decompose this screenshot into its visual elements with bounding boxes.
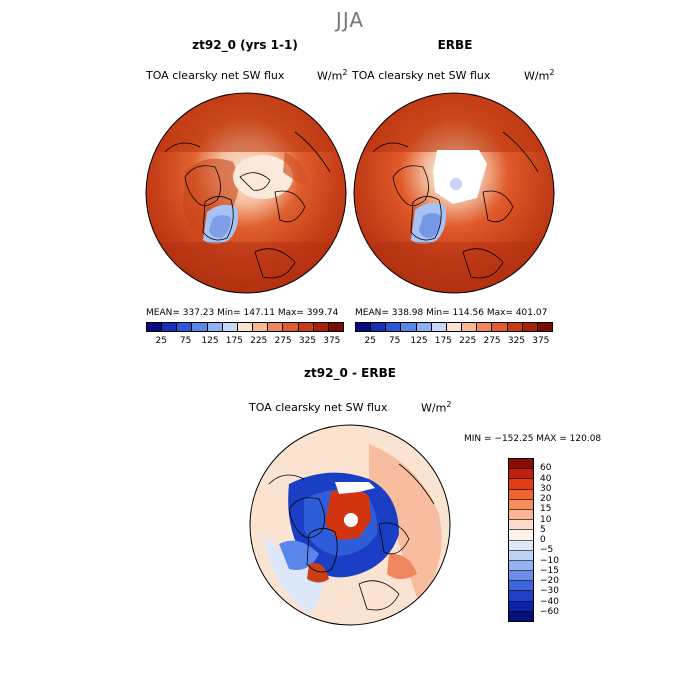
colorbar-tick-label: 375 <box>532 336 550 346</box>
colorbar-tick-label: 175 <box>225 336 243 346</box>
colorbar-swatch <box>328 323 344 331</box>
colorbar-swatch <box>509 601 533 612</box>
colorbar-swatch <box>509 540 533 551</box>
diff-units-label: W/m2 <box>421 400 452 415</box>
colorbar-swatch <box>431 323 447 331</box>
colorbar-tick-label: 75 <box>179 336 192 346</box>
colorbar-swatch <box>222 323 238 331</box>
colorbar-swatch <box>416 323 432 331</box>
colorbar-swatch <box>401 323 417 331</box>
diff-panel-title: zt92_0 - ERBE <box>304 366 396 380</box>
colorbar-swatch <box>477 323 493 331</box>
diff-minmax: MIN = −152.25 MAX = 120.08 <box>464 434 602 444</box>
colorbar-swatch <box>537 323 553 331</box>
season-title: JJA <box>335 8 365 32</box>
diff-colorbar <box>508 458 534 622</box>
colorbar-tick-label: 125 <box>201 336 219 346</box>
colorbar-tick-label: 5 <box>540 524 546 535</box>
obs-units-label: W/m2 <box>524 68 555 83</box>
colorbar-swatch <box>509 571 533 582</box>
colorbar-swatch <box>509 591 533 602</box>
colorbar-swatch <box>509 479 533 490</box>
model-field-label: TOA clearsky net SW flux <box>146 69 285 82</box>
colorbar-swatch <box>371 323 387 331</box>
colorbar-swatch <box>509 560 533 572</box>
colorbar-swatch <box>162 323 178 331</box>
colorbar-swatch <box>298 323 314 331</box>
colorbar-swatch <box>462 323 478 331</box>
colorbar-swatch <box>509 459 533 470</box>
obs-field-label: TOA clearsky net SW flux <box>352 69 491 82</box>
colorbar-swatch <box>509 550 533 561</box>
colorbar-swatch <box>509 469 533 480</box>
colorbar-tick-label: −60 <box>540 606 559 617</box>
colorbar-tick-label: 25 <box>155 336 167 346</box>
model-panel-title: zt92_0 (yrs 1-1) <box>192 38 298 52</box>
colorbar-swatch <box>192 323 208 331</box>
colorbar-tick-label: 25 <box>364 336 376 346</box>
colorbar-swatch <box>386 323 402 331</box>
colorbar-tick-label: 275 <box>483 336 501 346</box>
colorbar-tick-label: −20 <box>540 576 559 586</box>
colorbar-swatch <box>509 520 533 531</box>
colorbar-tick-label: 275 <box>274 336 292 346</box>
colorbar-tick-label: −40 <box>540 596 559 607</box>
colorbar-tick-label: −30 <box>540 586 559 597</box>
obs-panel-title: ERBE <box>437 38 473 52</box>
obs-colorbar <box>355 322 553 332</box>
colorbar-swatch <box>237 323 254 331</box>
colorbar-swatch <box>446 323 463 331</box>
colorbar-swatch <box>268 323 284 331</box>
colorbar-swatch <box>509 581 533 592</box>
colorbar-tick-label: 40 <box>540 473 552 484</box>
diff-field-label: TOA clearsky net SW flux <box>249 401 388 414</box>
model-polar-map <box>145 92 347 294</box>
colorbar-swatch <box>492 323 508 331</box>
model-stats: MEAN= 337.23 Min= 147.11 Max= 399.74 <box>146 308 339 318</box>
colorbar-tick-label: 20 <box>540 494 552 504</box>
colorbar-tick-label: 0 <box>540 535 546 545</box>
obs-stats: MEAN= 338.98 Min= 114.56 Max= 401.07 <box>355 308 548 318</box>
colorbar-swatch <box>313 323 329 331</box>
colorbar-swatch <box>177 323 193 331</box>
colorbar-tick-label: −5 <box>540 545 554 556</box>
colorbar-tick-label: 10 <box>540 514 552 525</box>
diff-polar-map <box>249 424 451 626</box>
colorbar-swatch <box>253 323 269 331</box>
colorbar-tick-label: 15 <box>540 504 552 515</box>
colorbar-swatch <box>507 323 523 331</box>
colorbar-tick-label: 225 <box>459 336 477 346</box>
colorbar-tick-label: 325 <box>298 336 317 346</box>
colorbar-swatch <box>509 499 533 510</box>
colorbar-tick-label: 175 <box>434 336 452 346</box>
colorbar-tick-label: 125 <box>410 336 428 346</box>
colorbar-tick-label: 30 <box>540 483 552 494</box>
colorbar-tick-label: 225 <box>250 336 268 346</box>
colorbar-swatch <box>147 323 163 331</box>
colorbar-swatch <box>522 323 538 331</box>
colorbar-swatch <box>509 530 533 541</box>
colorbar-tick-label: 75 <box>388 336 401 346</box>
colorbar-tick-label: −15 <box>540 565 559 576</box>
colorbar-swatch <box>509 509 533 521</box>
colorbar-swatch <box>283 323 299 331</box>
model-colorbar-ticks: 25 75 125 175 225 275 325 375 <box>146 336 344 348</box>
colorbar-tick-label: 325 <box>507 336 526 346</box>
colorbar-tick-label: −10 <box>540 555 559 566</box>
model-units-label: W/m2 <box>317 68 348 83</box>
colorbar-swatch <box>207 323 223 331</box>
model-colorbar <box>146 322 344 332</box>
colorbar-swatch <box>356 323 372 331</box>
colorbar-tick-label: 60 <box>540 463 552 474</box>
colorbar-tick-label: 375 <box>323 336 341 346</box>
colorbar-swatch <box>509 489 533 500</box>
obs-polar-map <box>353 92 555 294</box>
colorbar-swatch <box>509 611 533 621</box>
obs-colorbar-ticks: 25 75 125 175 225 275 325 375 <box>355 336 553 348</box>
